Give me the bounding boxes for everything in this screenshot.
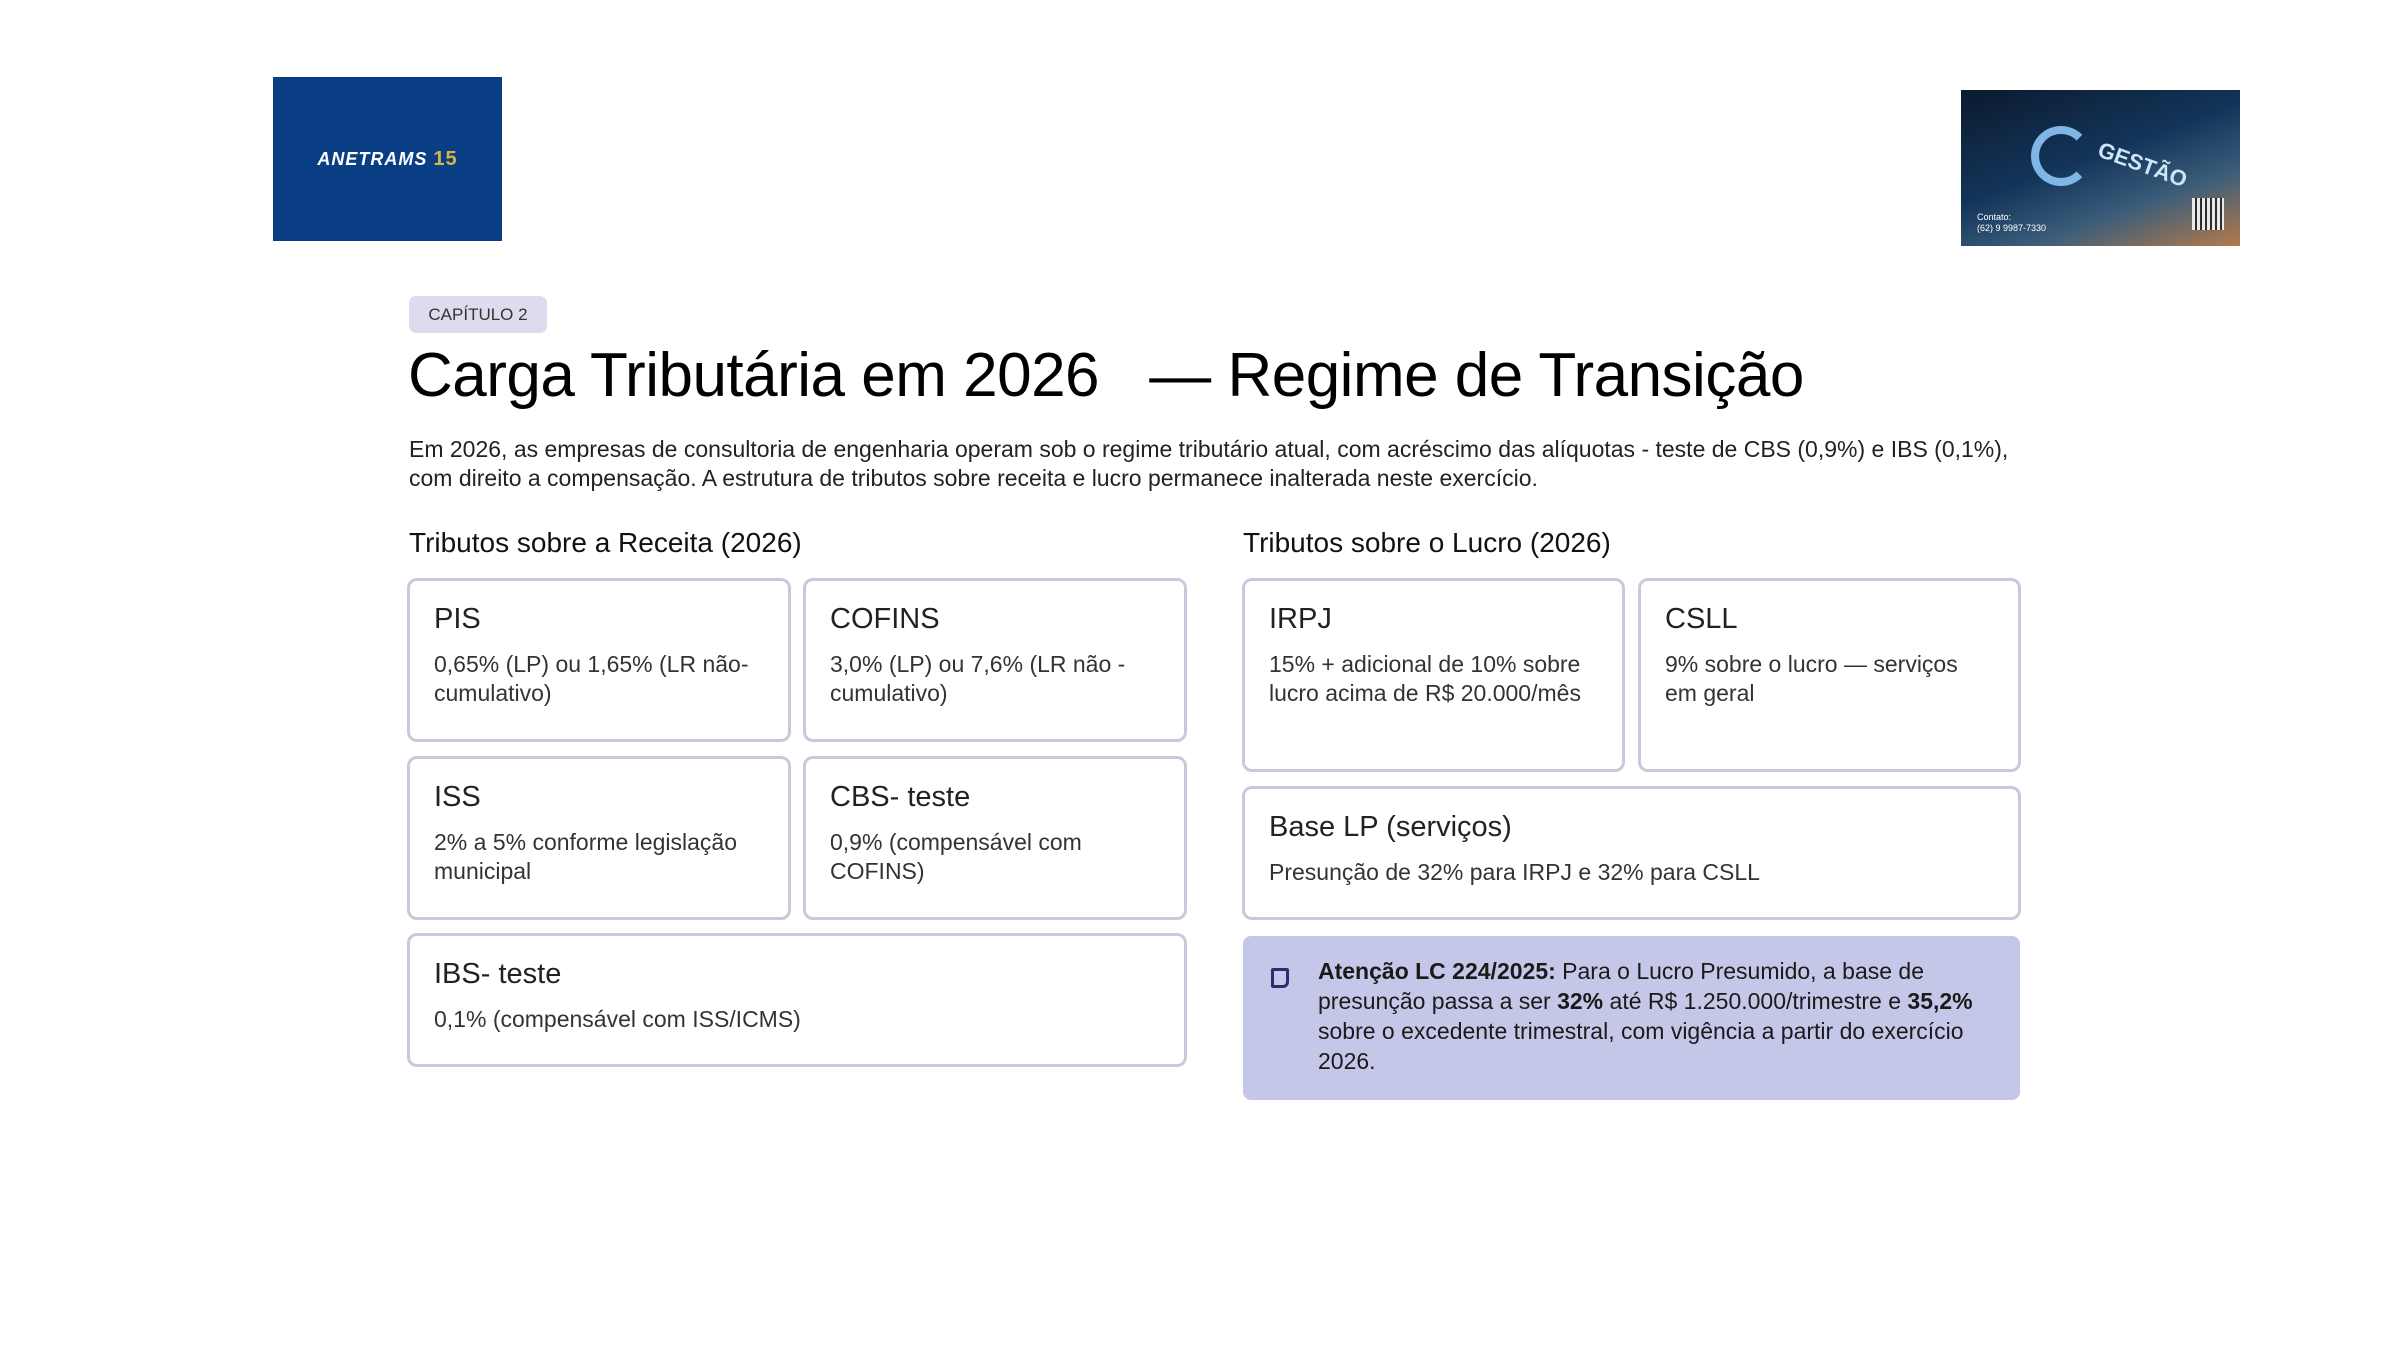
chapter-badge: CAPÍTULO 2 [409,296,547,333]
card-text: 2% a 5% conforme legislação municipal [434,829,737,884]
card-title: ISS [434,781,481,813]
card-text: 0,9% (compensável com COFINS) [830,829,1082,884]
qr-code-icon [2192,198,2224,230]
swirl-icon [2031,126,2091,186]
card-text: 15% + adicional de 10% sobre lucro acima… [1269,651,1581,706]
profit-heading: Tributos sobre o Lucro (2026) [1243,527,1611,558]
card-base-lp: Base LP (serviços) Presunção de 32% para … [1242,786,2021,920]
card-title: Base LP (serviços) [1269,811,1512,843]
card-title: IBS- teste [434,958,562,990]
card-csll: CSLL 9% sobre o lucro — serviços em geral [1638,578,2021,772]
contact-phone: (62) 9 9987-7330 [1977,223,2047,233]
logo-brand: GESTÃO [2094,136,2191,193]
card-text: 0,1% (compensável com ISS/ICMS) [434,1006,801,1032]
gestao-logo: GESTÃO Contato: (62) 9 9987-7330 [1961,90,2240,246]
card-text: 3,0% (LP) ou 7,6% (LR não - cumulativo) [830,651,1126,706]
note-text: até R$ 1.250.000/trimestre e [1603,988,1908,1014]
card-irpj: IRPJ 15% + adicional de 10% sobre lucro a… [1242,578,1625,772]
contact-label: Contato: [1977,212,2012,222]
card-ibs: IBS- teste 0,1% (compensável com ISS/ICMS… [407,933,1187,1067]
note-label: Atenção LC 224/2025: [1318,958,1556,984]
logo-contact: Contato: (62) 9 9987-7330 [1977,212,2046,234]
card-title: CSLL [1665,603,1738,635]
card-text: 9% sobre o lucro — serviços em geral [1665,651,1958,706]
note-text: Para o Lucro Presumido, a base de presun… [1318,958,1924,1014]
note-icon [1271,968,1289,988]
card-pis: PIS 0,65% (LP) ou 1,65% (LR não- cumulati… [407,578,791,742]
card-iss: ISS 2% a 5% conforme legislação municipal [407,756,791,920]
note-text: sobre o excedente trimestral, com vigênc… [1318,1018,1964,1074]
page-title: Carga Tributária em 2026 — Regime de Tra… [408,341,1804,410]
attention-note: Atenção LC 224/2025: Para o Lucro Presum… [1243,936,2020,1100]
note-bold-352: 35,2% [1907,988,1973,1014]
card-text: Presunção de 32% para IRPJ e 32% para CS… [1269,859,1760,885]
intro-paragraph: Em 2026, as empresas de consultoria de e… [409,436,2009,491]
card-title: CBS- teste [830,781,971,813]
anetrams-logo: ANETRAMS 15 [273,77,502,241]
card-cbs: CBS- teste 0,9% (compensável com COFINS) [803,756,1187,920]
card-text: 0,65% (LP) ou 1,65% (LR não- cumulativo) [434,651,749,706]
card-title: COFINS [830,603,940,635]
card-title: IRPJ [1269,603,1332,635]
logo-number: 15 [433,147,458,170]
card-title: PIS [434,603,481,635]
note-bold-32: 32% [1557,988,1604,1014]
revenue-heading: Tributos sobre a Receita (2026) [409,527,802,558]
card-cofins: COFINS 3,0% (LP) ou 7,6% (LR não - cumula… [803,578,1187,742]
logo-text: ANETRAMS [317,148,428,169]
